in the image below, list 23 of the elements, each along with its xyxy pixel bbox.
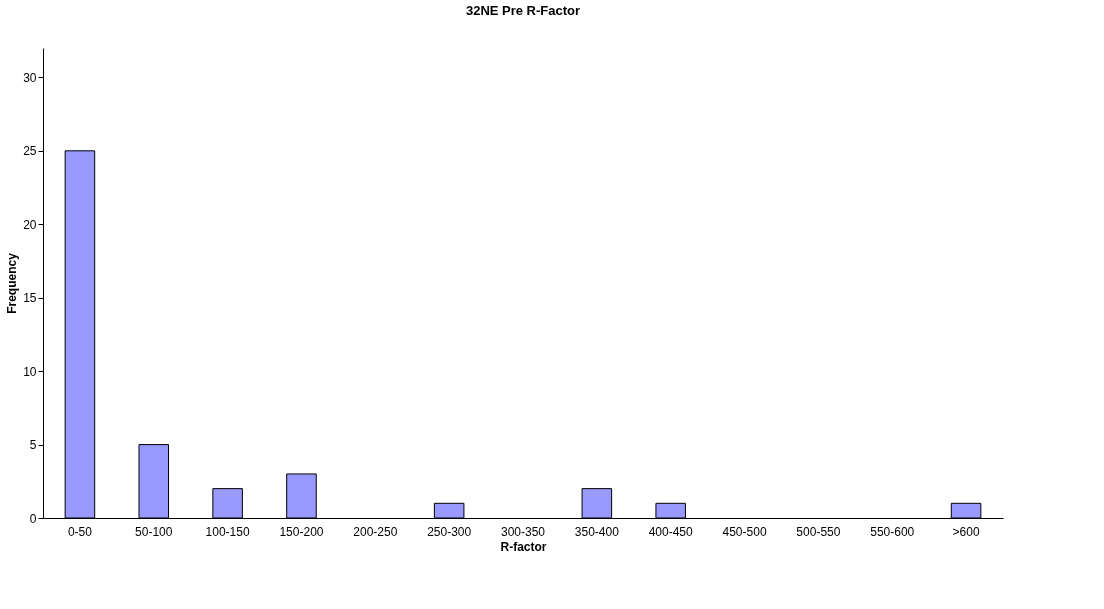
x-tick-label: 400-450 — [648, 524, 694, 539]
x-tick-label: 0-50 — [67, 524, 93, 539]
x-tick-label: 500-550 — [796, 524, 841, 539]
y-axis-title: Frequency — [5, 252, 20, 314]
y-tick-label: 0 — [29, 511, 37, 526]
x-tick-label: 150-200 — [279, 524, 324, 539]
x-tick-label: 250-300 — [427, 524, 472, 539]
x-tick-label: 550-600 — [870, 524, 915, 539]
y-tick-label: 20 — [23, 217, 37, 232]
chart-title: 32NE Pre R-Factor — [465, 3, 581, 18]
x-tick-label: 100-150 — [205, 524, 250, 539]
y-tick-label: 10 — [23, 364, 37, 379]
x-tick-label: 350-400 — [574, 524, 620, 539]
y-tick-label: 25 — [23, 144, 37, 159]
x-tick-label: 300-350 — [500, 524, 546, 539]
x-tick-label: 450-500 — [722, 524, 767, 539]
x-axis-title: R-factor — [500, 539, 547, 554]
y-tick-label: 15 — [23, 291, 37, 306]
x-tick-label: 50-100 — [135, 524, 173, 539]
y-tick-label: 5 — [29, 438, 37, 453]
x-tick-label: >600 — [952, 524, 980, 539]
y-tick-label: 30 — [23, 70, 37, 85]
x-tick-label: 200-250 — [353, 524, 398, 539]
